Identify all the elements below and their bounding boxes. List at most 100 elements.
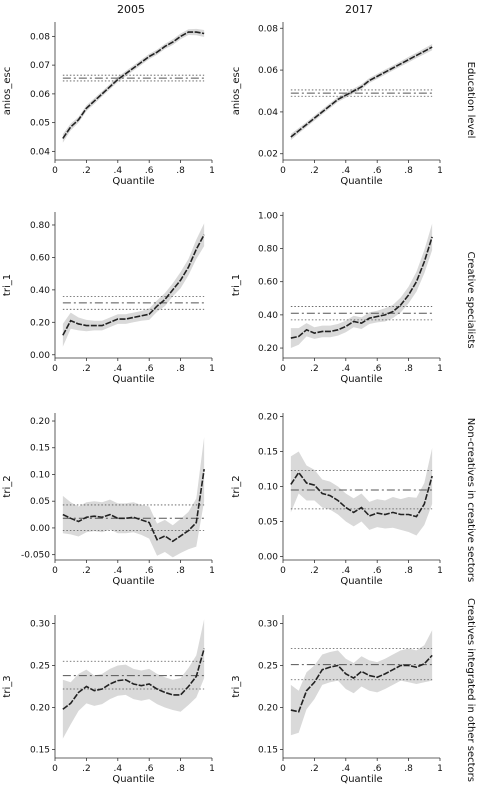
x-tick-label: .8: [176, 166, 185, 176]
chart-panel-tri-2-2017: 0.00 0.05 0.10 0.15 0.20 0 .2 .4 .6 .8 1 Quantile tr…: [231, 413, 443, 588]
x-axis-title: Quantile: [340, 176, 382, 187]
x-axis-title: Quantile: [340, 374, 382, 385]
x-tick-label: .8: [404, 364, 413, 374]
row-label-non-creatives-in-creative-sectors: Non-creatives in creative sectors: [465, 418, 476, 583]
y-tick-label: 0.20: [258, 704, 278, 714]
x-tick-label: .2: [310, 566, 319, 576]
y-tick-label: 0.15: [258, 448, 278, 458]
column-title-2017: 2017: [345, 3, 373, 16]
y-tick-label: 0.15: [258, 746, 278, 756]
x-tick-label: .4: [114, 166, 123, 176]
x-tick-label: .2: [310, 166, 319, 176]
x-tick-label: .2: [310, 364, 319, 374]
y-tick-label: 0.06: [258, 66, 278, 76]
y-axis-title: tri_2: [231, 475, 242, 497]
y-tick-label: 0.20: [258, 413, 278, 423]
x-tick-label: .6: [373, 764, 382, 774]
row-label-creatives-integrated-in-other-sectors: Creatives integrated in other sectors: [465, 598, 476, 782]
y-tick-label: 0.15: [30, 746, 50, 756]
y-tick-label: 0.05: [258, 518, 278, 528]
x-tick-label: 0: [280, 764, 286, 774]
x-axis-title: Quantile: [340, 576, 382, 587]
x-tick-label: .2: [82, 166, 91, 176]
y-tick-label: 0.20: [30, 417, 50, 427]
y-tick-label: 0.00: [30, 351, 50, 361]
x-tick-label: .4: [114, 764, 123, 774]
x-tick-label: .2: [82, 566, 91, 576]
y-tick-label: 0.30: [30, 619, 50, 629]
y-tick-label: 0.40: [30, 286, 50, 296]
x-tick-label: 1: [209, 764, 215, 774]
chart-panel-tri-1-2005: 0.00 0.20 0.40 0.60 0.80 0 .2 .4 .6 .8 1 Quantile tr…: [2, 212, 215, 385]
y-tick-label: 0.20: [30, 704, 50, 714]
y-tick-label: -0.050: [21, 551, 50, 561]
confidence-band: [290, 448, 433, 536]
x-tick-label: .8: [404, 566, 413, 576]
y-tick-label: 0.30: [258, 619, 278, 629]
x-tick-label: 1: [209, 364, 215, 374]
x-tick-label: .8: [404, 166, 413, 176]
x-tick-label: .4: [342, 166, 351, 176]
y-tick-label: 0.06: [30, 90, 50, 100]
x-tick-label: .8: [404, 764, 413, 774]
y-tick-label: 0.20: [258, 344, 278, 354]
x-tick-label: .4: [114, 566, 123, 576]
chart-panels: 0.04 0.05 0.06 0.07 0.08 0 .2 .4 .6 .8 1 Quantile an…: [2, 22, 443, 785]
x-axis-title: Quantile: [340, 774, 382, 785]
y-tick-label: 1.00: [258, 211, 278, 221]
y-tick-label: 0.05: [30, 497, 50, 507]
y-tick-label: 0.00: [30, 524, 50, 534]
y-axis-title: tri_3: [2, 675, 13, 697]
x-tick-label: 0: [280, 566, 286, 576]
confidence-band: [290, 223, 433, 349]
column-title-2005: 2005: [117, 3, 145, 16]
x-tick-label: 1: [209, 566, 215, 576]
y-tick-label: 0.10: [30, 470, 50, 480]
quantile-estimate-line: [290, 654, 433, 713]
y-tick-label: 0.60: [30, 253, 50, 263]
x-tick-label: .6: [373, 364, 382, 374]
x-axis-title: Quantile: [112, 374, 154, 385]
y-tick-label: 0.08: [258, 24, 278, 34]
y-axis-title: tri_1: [231, 274, 242, 296]
x-tick-label: .6: [373, 566, 382, 576]
x-tick-label: 1: [437, 566, 443, 576]
quantile-estimate-line: [290, 236, 433, 339]
chart-panel-anios-esc-2005: 0.04 0.05 0.06 0.07 0.08 0 .2 .4 .6 .8 1 Quantile an…: [2, 22, 215, 187]
chart-panel-tri-2-2005: -0.050 0.00 0.05 0.10 0.15 0.20 0 .2 .4 .6 .8 1 Quan…: [2, 413, 215, 587]
y-tick-label: 0.20: [30, 318, 50, 328]
confidence-band: [62, 437, 205, 558]
y-tick-label: 0.25: [30, 661, 50, 671]
quantile-estimate-line: [62, 469, 205, 543]
x-tick-label: .4: [342, 566, 351, 576]
x-tick-label: .2: [310, 764, 319, 774]
x-tick-label: 0: [52, 166, 58, 176]
y-tick-label: 0.60: [258, 278, 278, 288]
y-tick-label: 0.40: [258, 311, 278, 321]
x-tick-label: 1: [437, 166, 443, 176]
chart-panel-tri-3-2005: 0.15 0.20 0.25 0.30 0 .2 .4 .6 .8 1 Quantile tri_3: [2, 615, 215, 785]
chart-panel-anios-esc-2017: 0.02 0.04 0.06 0.08 0 .2 .4 .6 .8 1 Quantile anios_…: [231, 22, 443, 187]
confidence-band: [290, 43, 433, 141]
y-axis-title: tri_2: [2, 475, 13, 497]
y-axis-title: anios_esc: [2, 67, 13, 115]
x-tick-label: 1: [437, 364, 443, 374]
y-tick-label: 0.05: [30, 119, 50, 129]
x-tick-label: .4: [342, 364, 351, 374]
x-tick-label: .6: [145, 566, 154, 576]
x-tick-label: .6: [373, 166, 382, 176]
y-tick-label: 0.15: [30, 444, 50, 454]
x-axis-title: Quantile: [112, 576, 154, 587]
quantile-estimate-line: [290, 46, 433, 138]
x-tick-label: .6: [145, 764, 154, 774]
y-tick-label: 0.10: [258, 483, 278, 493]
x-tick-label: 0: [52, 364, 58, 374]
row-label-creative-specialists: Creative specialists: [465, 251, 476, 348]
quantile-estimate-line: [62, 31, 205, 139]
y-tick-label: 0.80: [30, 221, 50, 231]
x-tick-label: .4: [114, 364, 123, 374]
y-axis-title: anios_esc: [231, 67, 242, 115]
confidence-band: [62, 619, 205, 739]
x-tick-label: .8: [176, 764, 185, 774]
